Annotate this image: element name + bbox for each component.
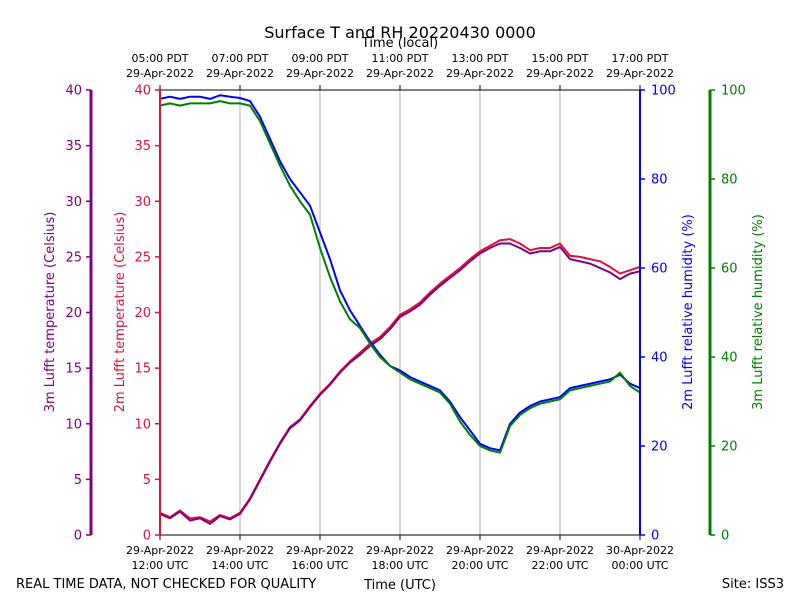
top-tick-label-date: 29-Apr-2022 [446, 67, 514, 80]
x-axis-label: Time (UTC) [363, 578, 436, 593]
x-tick-label-date: 29-Apr-2022 [366, 544, 434, 557]
rh3m-tick-label: 60 [721, 262, 738, 277]
x-tick-label-time: 16:00 UTC [291, 559, 348, 572]
t3m-tick-label: 25 [65, 250, 82, 265]
top-axis-label: Time (local) [361, 36, 438, 51]
x-tick-label-time: 20:00 UTC [451, 559, 508, 572]
x-tick-label-time: 14:00 UTC [211, 559, 268, 572]
top-tick-label-time: 11:00 PDT [371, 52, 428, 65]
rh3m-tick-label: 40 [721, 351, 738, 366]
rh2m-tick-label: 60 [651, 262, 668, 277]
x-tick-label-date: 29-Apr-2022 [206, 544, 274, 557]
rh2m-tick-label: 0 [651, 529, 659, 544]
rh2m-tick-label: 80 [651, 173, 668, 188]
rh3m-tick-label: 80 [721, 173, 738, 188]
t3m-tick-label: 10 [65, 417, 82, 432]
footer-quality-note: REAL TIME DATA, NOT CHECKED FOR QUALITY [16, 577, 316, 592]
x-tick-label-date: 29-Apr-2022 [526, 544, 594, 557]
rh2m-axis-label: 2m Lufft relative humidity (%) [681, 214, 696, 410]
t3m-tick-label: 0 [74, 529, 82, 544]
top-tick-label-date: 29-Apr-2022 [206, 67, 274, 80]
t2m-tick-label: 15 [134, 362, 151, 377]
top-tick-label-time: 07:00 PDT [211, 52, 268, 65]
rh2m-tick-label: 20 [651, 440, 668, 455]
x-tick-label-time: 18:00 UTC [371, 559, 428, 572]
t3m-tick-label: 35 [65, 139, 82, 154]
series-line-rh2m [159, 94, 641, 452]
top-tick-label-time: 15:00 PDT [531, 52, 588, 65]
t3m-tick-label: 15 [65, 362, 82, 377]
top-tick-label-date: 29-Apr-2022 [526, 67, 594, 80]
x-tick-label-date: 30-Apr-2022 [606, 544, 674, 557]
t3m-axis-label: 3m Lufft temperature (Celsius) [43, 212, 58, 413]
axes [86, 85, 715, 540]
rh3m-tick-label: 100 [721, 84, 746, 99]
rh3m-tick-label: 20 [721, 440, 738, 455]
t3m-tick-label: 30 [65, 195, 82, 210]
t3m-tick-label: 5 [74, 473, 82, 488]
t2m-tick-label: 25 [134, 250, 151, 265]
series-line-rh3m [159, 100, 641, 454]
t2m-tick-label: 5 [143, 473, 151, 488]
series-line-t3m [159, 242, 641, 525]
top-tick-label-time: 17:00 PDT [611, 52, 668, 65]
x-tick-label-time: 00:00 UTC [611, 559, 668, 572]
x-tick-label-date: 29-Apr-2022 [286, 544, 354, 557]
t2m-tick-label: 10 [134, 417, 151, 432]
rh2m-tick-label: 100 [651, 84, 676, 99]
top-tick-label-date: 29-Apr-2022 [286, 67, 354, 80]
chart-title: Surface T and RH 20220430 0000 [264, 23, 536, 42]
x-tick-label-date: 29-Apr-2022 [446, 544, 514, 557]
rh3m-axis-label: 3m Lufft relative humidity (%) [751, 214, 766, 410]
t3m-tick-label: 20 [65, 306, 82, 321]
t2m-tick-label: 20 [134, 306, 151, 321]
rh3m-tick-label: 0 [721, 529, 729, 544]
x-tick-label-time: 12:00 UTC [131, 559, 188, 572]
rh2m-tick-label: 40 [651, 351, 668, 366]
top-tick-label-time: 13:00 PDT [451, 52, 508, 65]
t2m-tick-label: 35 [134, 139, 151, 154]
top-tick-label-date: 29-Apr-2022 [606, 67, 674, 80]
tick-labels: 29-Apr-2022 12:00 UTC 05:00 PDT 29-Apr-2022… [65, 52, 745, 572]
footer-site-label: Site: ISS3 [722, 577, 784, 592]
t3m-tick-label: 40 [65, 84, 82, 99]
top-tick-label-time: 09:00 PDT [291, 52, 348, 65]
series-lines [159, 94, 641, 525]
top-tick-label-date: 29-Apr-2022 [366, 67, 434, 80]
t2m-tick-label: 0 [143, 529, 151, 544]
grid-lines [239, 90, 561, 535]
t2m-tick-label: 30 [134, 195, 151, 210]
t2m-axis-label: 2m Lufft temperature (Celsius) [113, 212, 128, 413]
x-tick-label-time: 22:00 UTC [531, 559, 588, 572]
x-tick-label-date: 29-Apr-2022 [126, 544, 194, 557]
t2m-tick-label: 40 [134, 84, 151, 99]
top-tick-label-date: 29-Apr-2022 [126, 67, 194, 80]
top-tick-label-time: 05:00 PDT [131, 52, 188, 65]
